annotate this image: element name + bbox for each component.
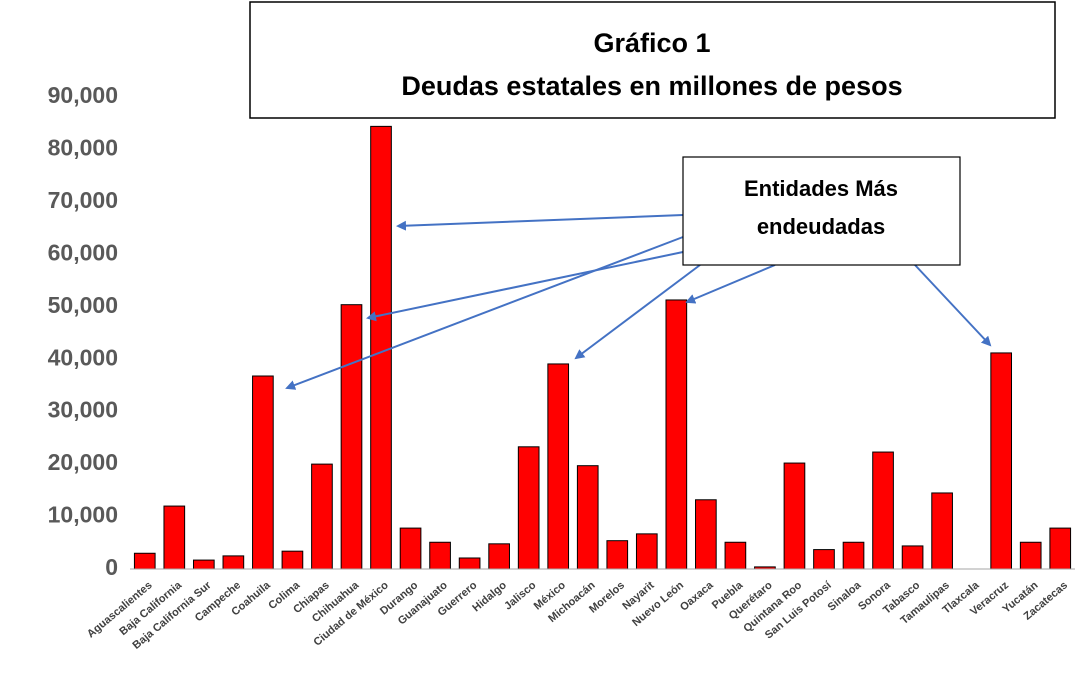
y-tick-label: 80,000 [48, 135, 118, 161]
bar [547, 363, 570, 570]
bar [370, 125, 392, 570]
bar [281, 550, 304, 570]
bar [163, 505, 186, 570]
bar [311, 463, 333, 570]
y-tick-label: 0 [105, 554, 118, 580]
y-tick-label: 60,000 [48, 239, 118, 265]
bar [517, 446, 540, 570]
chart-subtitle: Deudas estatales en millones de pesos [401, 71, 902, 101]
bar [429, 541, 451, 570]
annotation-box [682, 156, 961, 266]
y-tick-label: 50,000 [48, 292, 118, 318]
y-tick-label: 40,000 [48, 344, 118, 370]
bar [665, 299, 688, 570]
arrows [285, 214, 992, 390]
y-tick-label: 30,000 [48, 397, 118, 423]
arrow [366, 251, 684, 322]
bar [488, 543, 510, 570]
bar [695, 499, 717, 570]
y-tick-label: 70,000 [48, 187, 118, 213]
y-tick-label: 10,000 [48, 502, 118, 528]
bar [458, 557, 481, 570]
bar [990, 352, 1013, 570]
bar [222, 555, 245, 570]
bar [635, 533, 658, 570]
bar [931, 492, 953, 570]
arrow [285, 236, 684, 390]
bar [133, 552, 156, 570]
bar [813, 549, 835, 570]
bar [872, 451, 894, 570]
bar [724, 541, 747, 570]
x-tick-label: Hidalgo [470, 579, 509, 614]
x-tick-label: Sinaloa [826, 579, 864, 614]
title-box [249, 1, 1056, 119]
bar [842, 541, 865, 570]
bar [340, 304, 363, 570]
arrow [396, 214, 684, 231]
y-tick-label: 20,000 [48, 449, 118, 475]
bar [576, 465, 599, 570]
bar [901, 545, 924, 570]
bar [192, 559, 215, 570]
chart-title: Gráfico 1 [593, 28, 710, 58]
bar [252, 375, 274, 570]
arrow [574, 264, 701, 360]
bar [1049, 527, 1072, 570]
bar [783, 462, 806, 570]
arrow [914, 264, 992, 347]
annotation: endeudadas [757, 214, 885, 239]
annotation: Entidades Más [744, 176, 898, 201]
bar [399, 527, 422, 570]
y-tick-label: 90,000 [48, 82, 118, 108]
x-tick-label: Oaxaca [678, 579, 716, 614]
bar [1019, 541, 1042, 570]
bar [606, 540, 629, 570]
x-tick-label: Jalisco [502, 579, 539, 612]
arrow [685, 264, 776, 304]
